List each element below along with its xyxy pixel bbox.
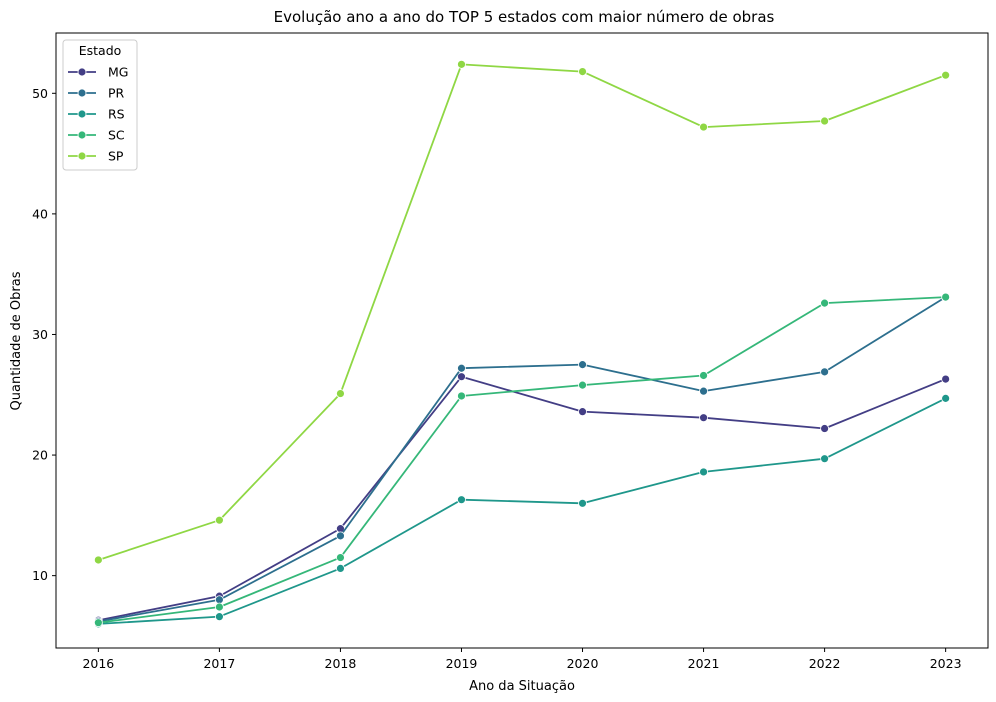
legend-item-rs: RS — [68, 107, 125, 122]
data-point-rs — [336, 564, 345, 573]
series-layer — [93, 59, 951, 629]
y-tick-label: 20 — [32, 448, 48, 463]
data-point-sp — [941, 70, 951, 80]
legend-marker — [77, 151, 87, 161]
data-point-rs — [699, 467, 708, 477]
x-tick-label: 2018 — [325, 656, 357, 671]
x-tick-label: 2019 — [446, 656, 478, 671]
data-point-sp — [578, 67, 587, 76]
data-point-mg — [699, 413, 708, 423]
legend-marker — [77, 67, 87, 77]
data-point-mg — [941, 374, 951, 384]
legend-item-mg: MG — [68, 65, 128, 80]
legend-item-pr: PR — [68, 86, 125, 101]
series-line-pr — [98, 296, 947, 623]
data-point-rs — [215, 612, 224, 622]
x-tick-label: 2016 — [82, 656, 114, 671]
legend-label: RS — [108, 107, 125, 122]
y-tick-label: 30 — [32, 327, 48, 342]
data-point-mg — [457, 372, 466, 382]
legend-items: MG PR RS SC SP — [68, 65, 128, 164]
series-sc — [93, 292, 951, 628]
data-point-rs — [457, 495, 466, 505]
y-tick-label: 50 — [32, 86, 48, 101]
data-point-rs — [578, 498, 587, 508]
data-point-mg — [578, 407, 587, 417]
plot-area — [55, 32, 989, 649]
data-point-sc — [699, 371, 708, 380]
data-point-pr — [699, 386, 708, 396]
legend: Estado MG PR RS SC SP — [62, 39, 138, 171]
x-axis-label: Ano da Situação — [469, 679, 575, 694]
data-point-sp — [457, 59, 466, 69]
legend-label: MG — [108, 65, 128, 80]
y-tick-label: 10 — [32, 568, 48, 583]
legend-label: SP — [108, 149, 124, 164]
x-tick-label: 2017 — [203, 656, 235, 671]
data-point-sp — [699, 122, 708, 132]
data-point-sp — [215, 515, 224, 525]
data-point-pr — [336, 531, 345, 541]
data-point-sc — [93, 618, 103, 628]
data-point-pr — [578, 360, 587, 370]
x-tick-label: 2020 — [567, 656, 599, 671]
legend-item-sp: SP — [68, 149, 124, 164]
series-sp — [93, 59, 951, 565]
data-point-mg — [820, 424, 829, 433]
series-line-sp — [98, 63, 946, 561]
y-axis-label: Quantidade de Obras — [9, 271, 24, 410]
data-point-sc — [578, 380, 587, 390]
series-mg — [93, 372, 951, 625]
data-point-sp — [820, 116, 829, 126]
x-axis: 2016 2017 2018 2019 2020 2021 2022 2023 — [82, 648, 962, 671]
legend-title: Estado — [79, 43, 122, 58]
x-tick-label: 2021 — [688, 656, 720, 671]
y-axis: 10 20 30 40 50 — [32, 86, 56, 583]
legend-label: PR — [108, 86, 125, 101]
data-point-sp — [93, 555, 103, 565]
y-tick-label: 40 — [32, 206, 48, 221]
data-point-sc — [457, 391, 466, 401]
series-line-rs — [98, 397, 947, 625]
data-point-pr — [215, 595, 224, 605]
legend-marker — [77, 109, 87, 119]
data-point-sc — [336, 553, 345, 562]
data-point-pr — [457, 363, 466, 373]
series-line-sc — [98, 296, 946, 624]
data-point-rs — [820, 454, 829, 464]
legend-marker — [77, 130, 87, 140]
data-point-sc — [820, 298, 829, 308]
data-point-pr — [820, 367, 829, 377]
legend-box — [62, 39, 138, 171]
series-line-mg — [98, 375, 946, 622]
data-point-rs — [941, 393, 951, 403]
data-point-sc — [215, 602, 224, 612]
chart-title: Evolução ano a ano do TOP 5 estados com … — [274, 8, 775, 26]
legend-marker — [77, 88, 87, 98]
x-tick-label: 2023 — [930, 656, 962, 671]
data-point-sp — [336, 389, 345, 398]
x-tick-label: 2022 — [809, 656, 841, 671]
legend-label: SC — [108, 128, 125, 143]
legend-item-sc: SC — [68, 128, 125, 143]
data-point-sc — [941, 292, 951, 302]
